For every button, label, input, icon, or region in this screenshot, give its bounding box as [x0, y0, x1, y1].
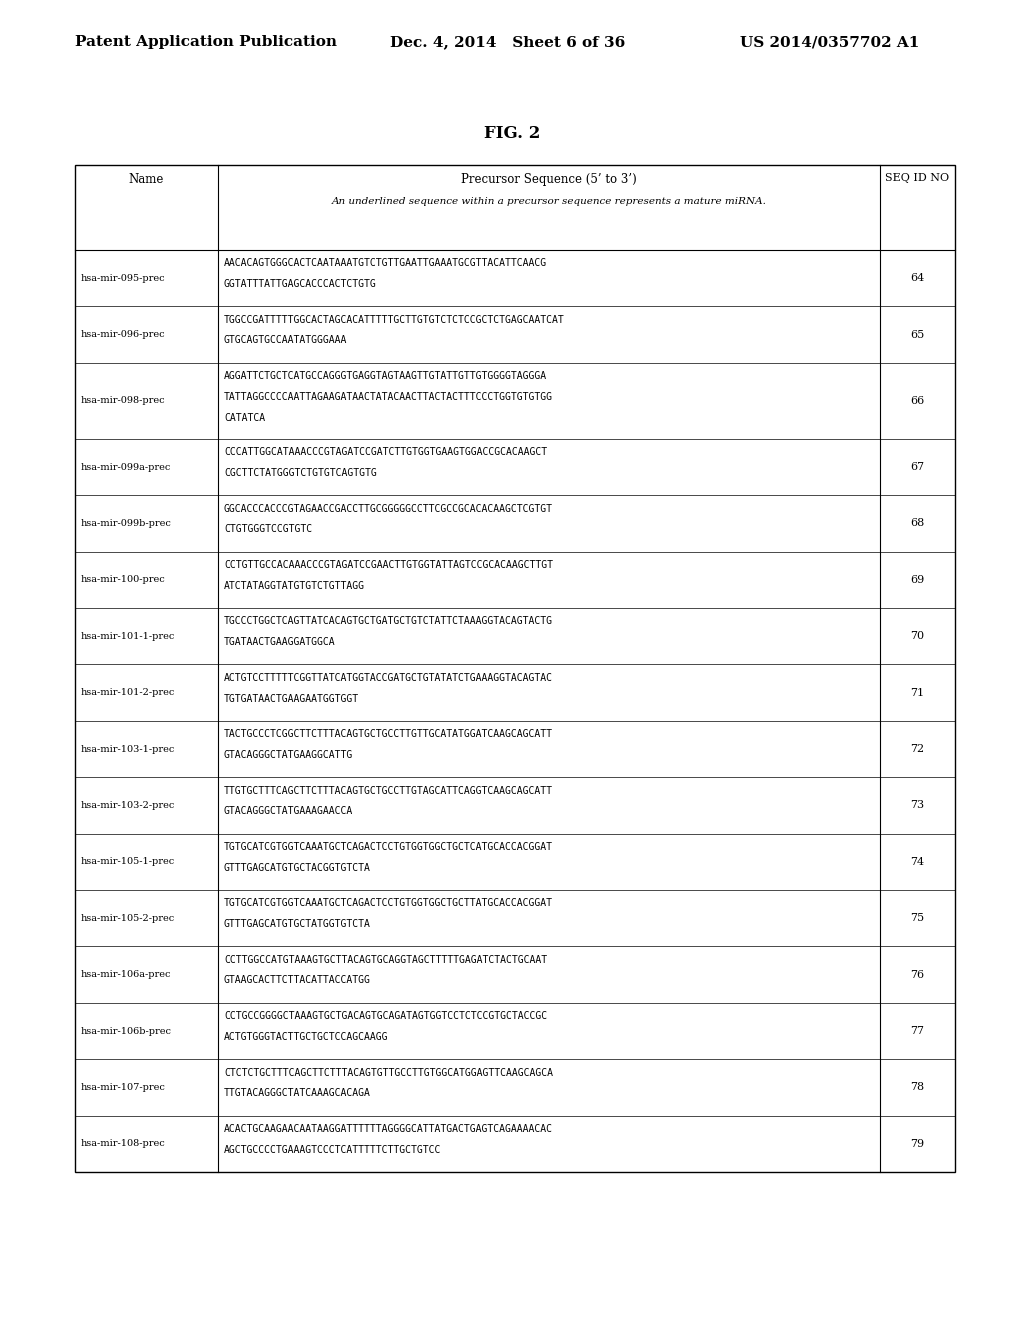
- Text: GGTATTTATTGAGCACCCACTCTGTG: GGTATTTATTGAGCACCCACTCTGTG: [224, 279, 377, 289]
- Text: ACTGTGGGTACTTGCTGCTCCAGCAAGG: ACTGTGGGTACTTGCTGCTCCAGCAAGG: [224, 1032, 388, 1041]
- Text: hsa-mir-106b-prec: hsa-mir-106b-prec: [81, 1027, 172, 1035]
- Text: hsa-mir-108-prec: hsa-mir-108-prec: [81, 1139, 166, 1148]
- Text: hsa-mir-103-1-prec: hsa-mir-103-1-prec: [81, 744, 175, 754]
- Text: TATTAGGCCCCAATTAGAAGATAACTATACAACTTACTACTTTCCCTGGTGTGTGG: TATTAGGCCCCAATTAGAAGATAACTATACAACTTACTAC…: [224, 392, 553, 401]
- Text: ACACTGCAAGAACAATAAGGATTTTTTAGGGGCATTATGACTGAGTCAGAAAACAC: ACACTGCAAGAACAATAAGGATTTTTTAGGGGCATTATGA…: [224, 1125, 553, 1134]
- Text: 77: 77: [910, 1026, 925, 1036]
- Text: 68: 68: [910, 519, 925, 528]
- Text: 75: 75: [910, 913, 925, 923]
- Text: TGCCCTGGCTCAGTTATCACAGTGCTGATGCTGTCTATTCTAAAGGTACAGTACTG: TGCCCTGGCTCAGTTATCACAGTGCTGATGCTGTCTATTC…: [224, 616, 553, 627]
- Text: CCTTGGCCATGTAAAGTGCTTACAGTGCAGGTAGCTTTTTGAGATCTACTGCAAT: CCTTGGCCATGTAAAGTGCTTACAGTGCAGGTAGCTTTTT…: [224, 954, 547, 965]
- Text: AGCTGCCCCTGAAAGTCCCTCATTTTTCTTGCTGTCC: AGCTGCCCCTGAAAGTCCCTCATTTTTCTTGCTGTCC: [224, 1144, 441, 1155]
- Text: hsa-mir-098-prec: hsa-mir-098-prec: [81, 396, 166, 405]
- Text: 67: 67: [910, 462, 925, 473]
- Text: TGTGATAACTGAAGAATGGTGGT: TGTGATAACTGAAGAATGGTGGT: [224, 693, 359, 704]
- Text: 74: 74: [910, 857, 925, 867]
- Text: hsa-mir-105-2-prec: hsa-mir-105-2-prec: [81, 913, 175, 923]
- Text: TGTGCATCGTGGTCAAATGCTCAGACTCCTGTGGTGGCTGCTCATGCACCACGGAT: TGTGCATCGTGGTCAAATGCTCAGACTCCTGTGGTGGCTG…: [224, 842, 553, 853]
- Text: 73: 73: [910, 800, 925, 810]
- Text: GTTTGAGCATGTGCTATGGTGTCTA: GTTTGAGCATGTGCTATGGTGTCTA: [224, 919, 371, 929]
- Text: GTAAGCACTTCTTACATTACCATGG: GTAAGCACTTCTTACATTACCATGG: [224, 975, 371, 986]
- Text: 78: 78: [910, 1082, 925, 1093]
- Text: US 2014/0357702 A1: US 2014/0357702 A1: [740, 36, 920, 49]
- Text: AACACAGTGGGCACTCAATAAATGTCTGTTGAATTGAAATGCGTTACATTCAACG: AACACAGTGGGCACTCAATAAATGTCTGTTGAATTGAAAT…: [224, 259, 547, 268]
- Text: TGTGCATCGTGGTCAAATGCTCAGACTCCTGTGGTGGCTGCTTATGCACCACGGAT: TGTGCATCGTGGTCAAATGCTCAGACTCCTGTGGTGGCTG…: [224, 899, 553, 908]
- Text: Name: Name: [129, 173, 164, 186]
- Text: hsa-mir-105-1-prec: hsa-mir-105-1-prec: [81, 857, 175, 866]
- Bar: [75, 165, 955, 1172]
- Text: Patent Application Publication: Patent Application Publication: [75, 36, 337, 49]
- Text: TTGTGCTTTCAGCTTCTTTACAGTGCTGCCTTGTAGCATTCAGGTCAAGCAGCATT: TTGTGCTTTCAGCTTCTTTACAGTGCTGCCTTGTAGCATT…: [224, 785, 553, 796]
- Text: An underlined sequence within a precursor sequence represents a mature miRNA.: An underlined sequence within a precurso…: [332, 197, 766, 206]
- Text: CTCTCTGCTTTCAGCTTCTTTACAGTGTTGCCTTGTGGCATGGAGTTCAAGCAGCA: CTCTCTGCTTTCAGCTTCTTTACAGTGTTGCCTTGTGGCA…: [224, 1068, 553, 1077]
- Text: Dec. 4, 2014   Sheet 6 of 36: Dec. 4, 2014 Sheet 6 of 36: [390, 36, 626, 49]
- Text: 72: 72: [910, 744, 925, 754]
- Text: hsa-mir-095-prec: hsa-mir-095-prec: [81, 273, 166, 282]
- Text: AGGATTCTGCTCATGCCAGGGTGAGGTAGTAAGTTGTATTGTTGTGGGGTAGGGA: AGGATTCTGCTCATGCCAGGGTGAGGTAGTAAGTTGTATT…: [224, 371, 547, 381]
- Text: ATCTATAGGTATGTGTCTGTTAGG: ATCTATAGGTATGTGTCTGTTAGG: [224, 581, 365, 591]
- Text: hsa-mir-099a-prec: hsa-mir-099a-prec: [81, 462, 171, 471]
- Text: 64: 64: [910, 273, 925, 284]
- Text: CCTGCCGGGGCTAAAGTGCTGACAGTGCAGATAGTGGTCCTCTCCGTGCTACCGC: CCTGCCGGGGCTAAAGTGCTGACAGTGCAGATAGTGGTCC…: [224, 1011, 547, 1022]
- Text: ACTGTCCTTTTTCGGTTATCATGGTACCGATGCTGTATATCTGAAAGGTACAGTAC: ACTGTCCTTTTTCGGTTATCATGGTACCGATGCTGTATAT…: [224, 673, 553, 682]
- Text: 79: 79: [910, 1139, 925, 1148]
- Text: 66: 66: [910, 396, 925, 405]
- Text: hsa-mir-099b-prec: hsa-mir-099b-prec: [81, 519, 172, 528]
- Text: CCTGTTGCCACAAACCCGTAGATCCGAACTTGTGGTATTAGTCCGCACAAGCTTGT: CCTGTTGCCACAAACCCGTAGATCCGAACTTGTGGTATTA…: [224, 560, 553, 570]
- Text: TTGTACAGGGCTATCAAAGCACAGA: TTGTACAGGGCTATCAAAGCACAGA: [224, 1088, 371, 1098]
- Text: CCCATTGGCATAAACCCGTAGATCCGATCTTGTGGTGAAGTGGACCGCACAAGCT: CCCATTGGCATAAACCCGTAGATCCGATCTTGTGGTGAAG…: [224, 447, 547, 457]
- Text: TGATAACTGAAGGATGGCA: TGATAACTGAAGGATGGCA: [224, 638, 336, 647]
- Text: 71: 71: [910, 688, 925, 698]
- Text: hsa-mir-107-prec: hsa-mir-107-prec: [81, 1082, 166, 1092]
- Text: GGCACCCACCCGTAGAACCGACCTTGCGGGGGCCTTCGCCGCACACAAGCTCGTGT: GGCACCCACCCGTAGAACCGACCTTGCGGGGGCCTTCGCC…: [224, 504, 553, 513]
- Text: hsa-mir-101-1-prec: hsa-mir-101-1-prec: [81, 632, 175, 640]
- Text: GTACAGGGCTATGAAAGAACCA: GTACAGGGCTATGAAAGAACCA: [224, 807, 353, 816]
- Text: 69: 69: [910, 574, 925, 585]
- Text: CATATCA: CATATCA: [224, 413, 265, 422]
- Text: CTGTGGGTCCGTGTC: CTGTGGGTCCGTGTC: [224, 524, 312, 535]
- Text: hsa-mir-100-prec: hsa-mir-100-prec: [81, 576, 166, 585]
- Text: hsa-mir-106a-prec: hsa-mir-106a-prec: [81, 970, 171, 979]
- Text: GTTTGAGCATGTGCTACGGTGTCTA: GTTTGAGCATGTGCTACGGTGTCTA: [224, 863, 371, 873]
- Text: TACTGCCCTCGGCTTCTTTACAGTGCTGCCTTGTTGCATATGGATCAAGCAGCATT: TACTGCCCTCGGCTTCTTTACAGTGCTGCCTTGTTGCATA…: [224, 729, 553, 739]
- Text: FIG. 2: FIG. 2: [483, 125, 541, 143]
- Text: 70: 70: [910, 631, 925, 642]
- Text: SEQ ID NO: SEQ ID NO: [886, 173, 949, 183]
- Text: 65: 65: [910, 330, 925, 339]
- Text: Precursor Sequence (5’ to 3’): Precursor Sequence (5’ to 3’): [461, 173, 637, 186]
- Text: CGCTTCTATGGGTCTGTGTCAGTGTG: CGCTTCTATGGGTCTGTGTCAGTGTG: [224, 467, 377, 478]
- Text: TGGCCGATTTTTGGCACTAGCACATTTTTGCTTGTGTCTCTCCGCTCTGAGCAATCAT: TGGCCGATTTTTGGCACTAGCACATTTTTGCTTGTGTCTC…: [224, 315, 565, 325]
- Text: hsa-mir-101-2-prec: hsa-mir-101-2-prec: [81, 688, 175, 697]
- Text: hsa-mir-103-2-prec: hsa-mir-103-2-prec: [81, 801, 175, 810]
- Text: GTGCAGTGCCAATATGGGAAA: GTGCAGTGCCAATATGGGAAA: [224, 335, 347, 346]
- Text: GTACAGGGCTATGAAGGCATTG: GTACAGGGCTATGAAGGCATTG: [224, 750, 353, 760]
- Text: hsa-mir-096-prec: hsa-mir-096-prec: [81, 330, 166, 339]
- Text: 76: 76: [910, 970, 925, 979]
